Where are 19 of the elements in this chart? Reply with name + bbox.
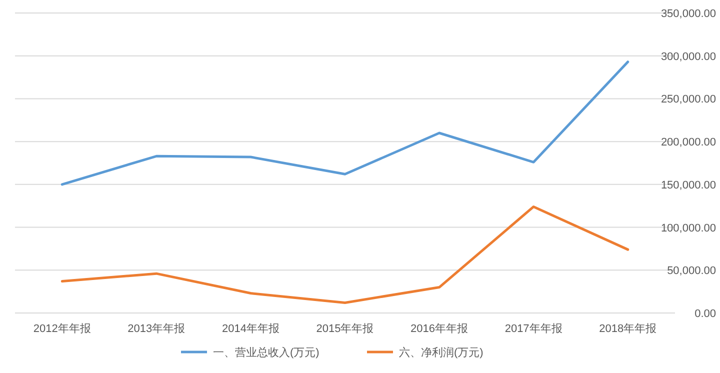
x-tick-label: 2016年年报 [410, 323, 468, 335]
y-tick-label: 200,000.00 [660, 136, 716, 149]
y-tick-label: 100,000.00 [660, 222, 716, 234]
x-tick-label: 2013年年报 [128, 323, 186, 335]
y-tick-label: 150,000.00 [660, 179, 716, 192]
y-tick-label: 50,000.00 [667, 265, 716, 278]
y-tick-label: 350,000.00 [660, 8, 716, 20]
line-series [60, 60, 630, 186]
x-tick-label: 2018年年报 [599, 323, 657, 335]
x-tick-label: 2014年年报 [222, 323, 280, 335]
x-tick-label: 2017年年报 [504, 323, 562, 335]
line-series [60, 205, 630, 304]
y-tick-label: 0.00 [694, 308, 716, 320]
y-tick-label: 300,000.00 [660, 50, 716, 63]
legend-label: 六、净利润(万元) [399, 346, 484, 359]
x-tick-label: 2012年年报 [33, 323, 91, 335]
legend-label: 一、营业总收入(万元) [213, 346, 320, 359]
y-tick-label: 250,000.00 [660, 94, 716, 106]
x-tick-label: 2015年年报 [316, 323, 374, 335]
